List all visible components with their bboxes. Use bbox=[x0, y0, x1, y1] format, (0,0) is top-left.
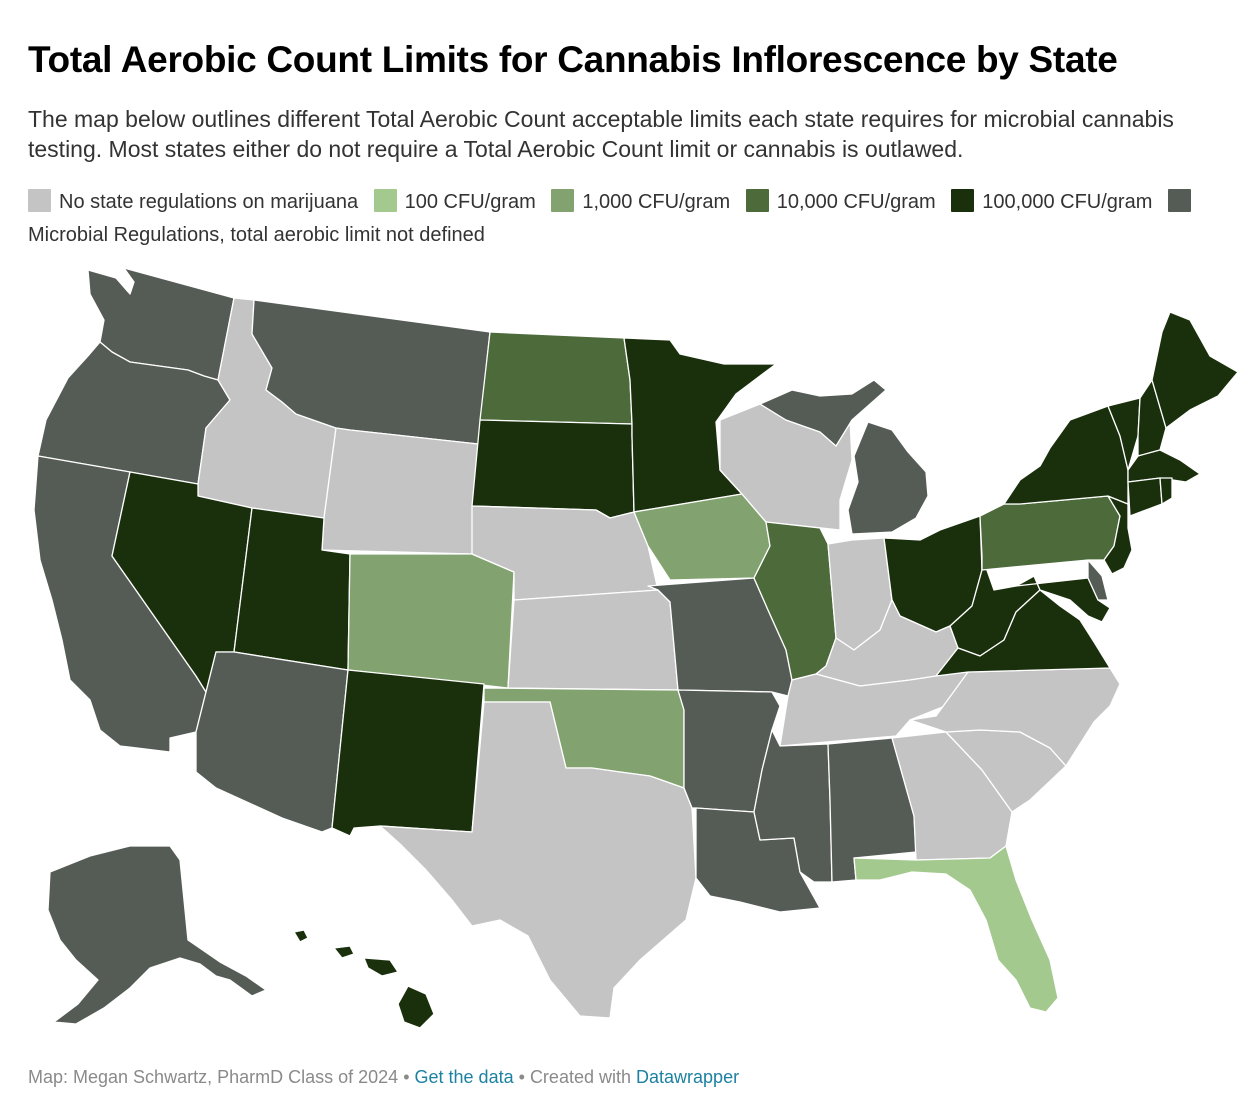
legend-swatch-100 bbox=[373, 189, 397, 212]
state-PA[interactable] bbox=[979, 495, 1121, 571]
legend-item-100000: 100,000 CFU/gram bbox=[951, 189, 1153, 213]
map-title: Total Aerobic Count Limits for Cannabis … bbox=[28, 39, 1118, 80]
state-WY[interactable] bbox=[321, 427, 479, 555]
state-NE[interactable] bbox=[471, 505, 659, 601]
legend-label-10000: 10,000 CFU/gram bbox=[776, 191, 936, 213]
legend-item-100: 100 CFU/gram bbox=[373, 189, 536, 213]
state-NM[interactable] bbox=[331, 669, 485, 837]
legend-item-none: No state regulations on marijuana bbox=[28, 189, 359, 213]
state-FL[interactable] bbox=[853, 845, 1059, 1013]
legend-label-100000: 100,000 CFU/gram bbox=[982, 191, 1153, 213]
datawrapper-link[interactable]: Datawrapper bbox=[636, 1067, 740, 1087]
legend-swatch-1000 bbox=[551, 189, 575, 212]
footer-separator-2: • bbox=[518, 1067, 525, 1087]
map-subtitle: The map below outlines different Total A… bbox=[28, 106, 1174, 162]
state-ME[interactable] bbox=[1151, 311, 1239, 429]
state-MS[interactable] bbox=[753, 729, 833, 883]
us-states-map bbox=[33, 267, 1239, 1029]
footer-credit: Map: Megan Schwartz, PharmD Class of 202… bbox=[28, 1067, 399, 1087]
state-RI[interactable] bbox=[1159, 477, 1173, 505]
legend-item-10000: 10,000 CFU/gram bbox=[745, 189, 936, 213]
legend: No state regulations on marijuana 100 CF… bbox=[28, 186, 1208, 252]
state-MI-UP[interactable] bbox=[759, 379, 887, 447]
state-MN[interactable] bbox=[623, 337, 777, 513]
legend-label-none: No state regulations on marijuana bbox=[59, 191, 359, 213]
state-HI-big-island[interactable] bbox=[397, 985, 435, 1029]
state-AZ[interactable] bbox=[195, 651, 349, 833]
legend-item-1000: 1,000 CFU/gram bbox=[551, 189, 731, 213]
state-VA[interactable] bbox=[935, 589, 1111, 677]
legend-label-100: 100 CFU/gram bbox=[404, 191, 536, 213]
state-NJ[interactable] bbox=[1103, 495, 1133, 575]
legend-swatch-none bbox=[28, 189, 51, 212]
state-CT[interactable] bbox=[1127, 477, 1163, 517]
legend-label-undefined: Microbial Regulations, total aerobic lim… bbox=[28, 224, 485, 246]
footer-created-with: Created with bbox=[529, 1067, 631, 1087]
state-VT[interactable] bbox=[1107, 397, 1141, 471]
state-DE[interactable] bbox=[1087, 559, 1109, 601]
state-NY[interactable] bbox=[1003, 405, 1129, 505]
state-HI-molokai-maui[interactable] bbox=[363, 957, 399, 977]
state-ND[interactable] bbox=[479, 331, 633, 425]
footer: Map: Megan Schwartz, PharmD Class of 202… bbox=[28, 1067, 739, 1088]
legend-swatch-10000 bbox=[745, 189, 769, 212]
state-HI-kauai[interactable] bbox=[293, 929, 309, 943]
state-AK[interactable] bbox=[47, 845, 267, 1025]
state-TX[interactable] bbox=[379, 701, 697, 1019]
state-CO[interactable] bbox=[347, 553, 515, 689]
legend-item-undefined: Microbial Regulations, total aerobic lim… bbox=[28, 189, 1199, 246]
state-MI[interactable] bbox=[847, 421, 929, 535]
state-HI-oahu[interactable] bbox=[333, 945, 355, 959]
legend-label-1000: 1,000 CFU/gram bbox=[582, 191, 731, 213]
legend-swatch-100000 bbox=[951, 189, 975, 212]
state-SD[interactable] bbox=[471, 419, 635, 519]
legend-swatch-undefined bbox=[1167, 189, 1191, 212]
get-data-link[interactable]: Get the data bbox=[414, 1067, 514, 1087]
footer-separator-1: • bbox=[403, 1067, 410, 1087]
state-KS[interactable] bbox=[507, 589, 679, 691]
